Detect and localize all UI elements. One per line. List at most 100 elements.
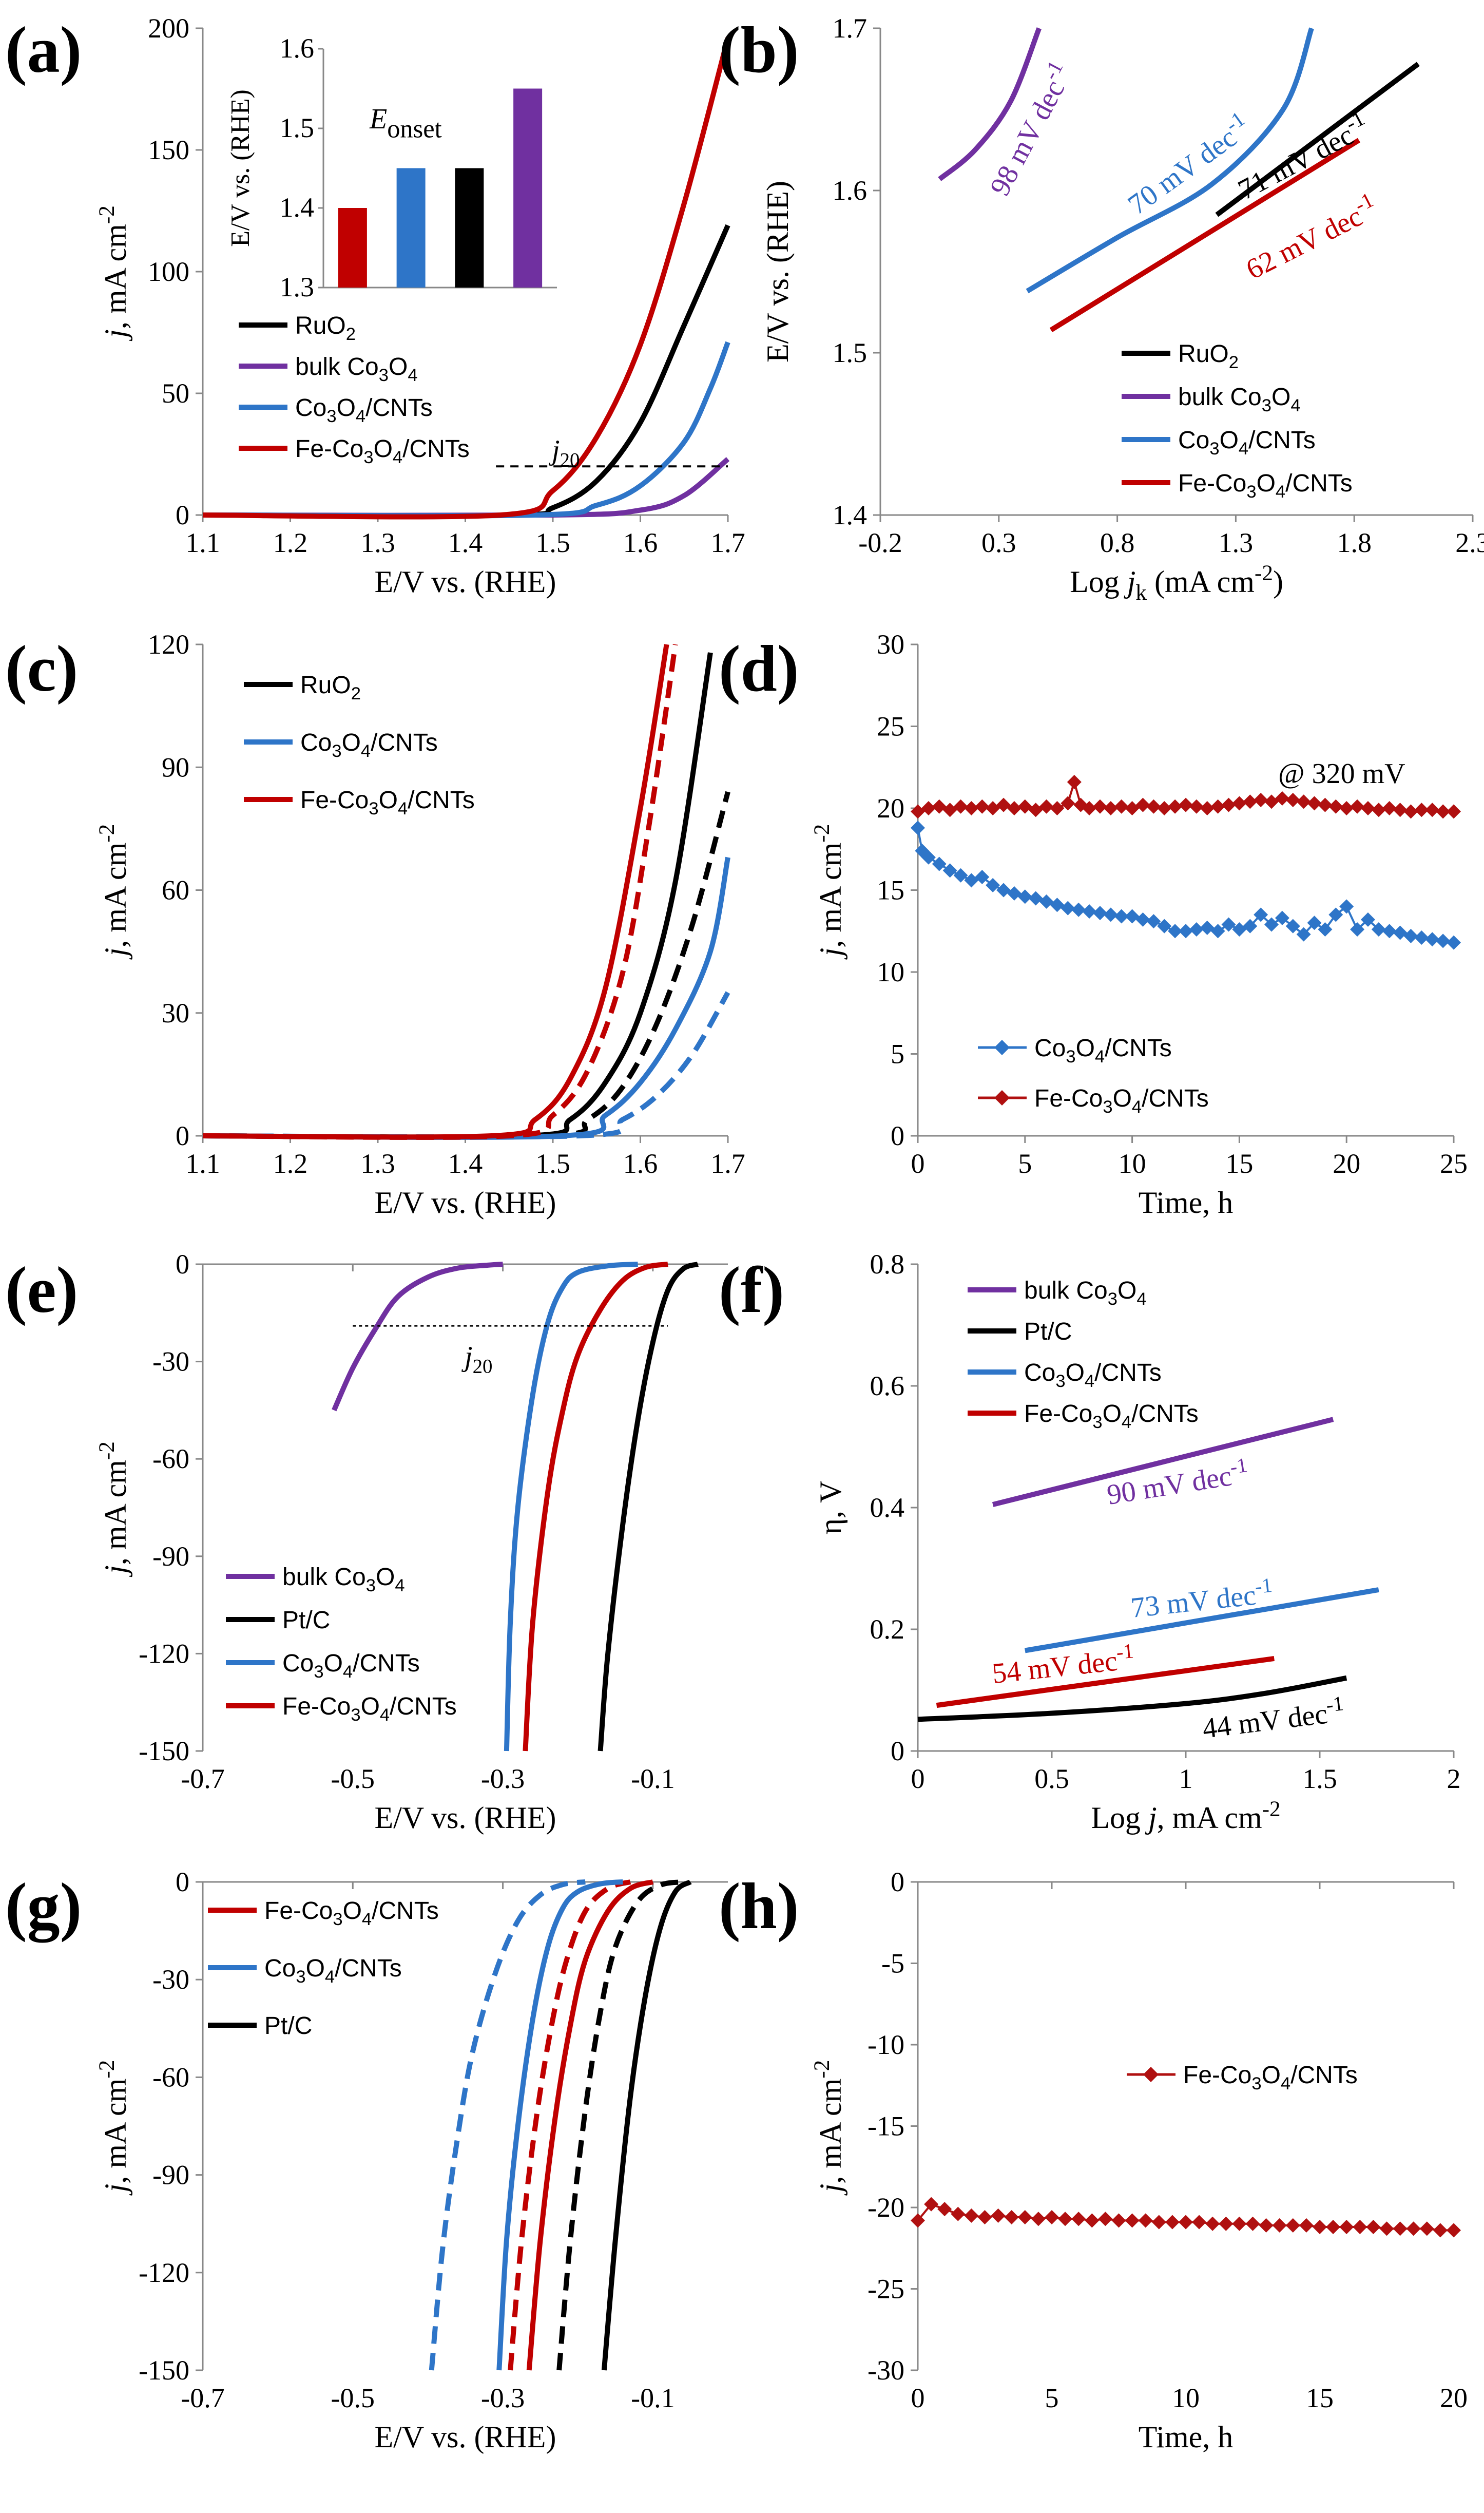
legend-label: Fe-Co3O4​/CNTs	[1183, 2062, 1358, 2093]
y-tick-label: 0	[891, 1867, 904, 1897]
x-axis-label: E/V vs. (RHE)	[375, 1801, 556, 1835]
x-tick-label: 20	[1333, 1148, 1360, 1179]
x-tick-label: -0.3	[481, 1763, 525, 1794]
data-point	[924, 2197, 939, 2212]
data-point	[1406, 2221, 1421, 2236]
y-tick-label: 10	[877, 957, 904, 987]
legend-label: Fe-Co3O4​/CNTs	[295, 435, 470, 467]
panel-label: (h)	[719, 1870, 799, 1943]
panel-label: (c)	[5, 632, 78, 705]
legend-label: Co3O4​/CNTs	[300, 729, 438, 761]
y-tick-label: -150	[139, 1736, 189, 1766]
data-point	[1447, 935, 1461, 950]
x-tick-label: -0.5	[331, 2383, 375, 2413]
data-point	[1254, 793, 1268, 808]
data-point	[1436, 804, 1451, 819]
data-point	[1366, 2220, 1381, 2235]
legend-label: Co3O4​/CNTs	[1024, 1359, 1162, 1391]
y-tick-label: -120	[139, 2257, 189, 2288]
series-line	[523, 1262, 668, 1752]
data-point	[1146, 799, 1161, 814]
series-line	[556, 1879, 684, 2371]
y-axis-label: j, mA cm-2​	[95, 824, 132, 960]
series-line	[202, 37, 730, 520]
data-point	[1111, 2213, 1126, 2228]
legend-label: Fe-Co3O4​/CNTs	[282, 1693, 457, 1725]
inset-bar-chart: 1.3 1.4 1.5 1.6 E/V vs. (RHE) Eonset​	[226, 33, 557, 302]
data-point	[1296, 927, 1311, 942]
y-axis-label: j, mA cm-2​	[95, 2060, 132, 2196]
data-point	[1210, 799, 1225, 814]
y-tick-label: 0	[176, 500, 189, 530]
data-point	[1165, 2215, 1180, 2230]
x-tick-label: 1.6	[623, 1148, 658, 1179]
panel-label: (g)	[5, 1870, 82, 1943]
y-tick-label: 60	[162, 875, 189, 906]
legend-label: Fe-Co3O4​/CNTs	[300, 787, 475, 818]
data-point	[1210, 924, 1225, 939]
inset-y-tick-label: 1.5	[280, 112, 315, 143]
data-point	[1071, 902, 1086, 917]
data-point	[1419, 2221, 1434, 2236]
x-tick-label: 0	[911, 1148, 925, 1179]
x-tick-label: 1.7	[710, 1148, 745, 1179]
x-tick-label: 2.3	[1455, 527, 1484, 558]
x-tick-label: 1.4	[448, 527, 483, 558]
data-point	[1425, 932, 1440, 947]
y-tick-label: -30	[152, 1964, 189, 1995]
j20-annotation: j20​	[549, 434, 580, 471]
data-point	[1360, 801, 1375, 815]
x-tick-label: 1.3	[360, 527, 395, 558]
legend-label: Fe-Co3O4​/CNTs	[1178, 470, 1353, 502]
data-point	[991, 2208, 1006, 2223]
data-point	[977, 2210, 992, 2225]
data-point	[1189, 922, 1204, 937]
y-tick-label: 200	[148, 13, 189, 44]
data-point	[1007, 886, 1022, 901]
data-point	[1157, 801, 1172, 815]
x-tick-label: 10	[1172, 2383, 1200, 2413]
x-tick-label: 10	[1119, 1148, 1146, 1179]
x-axis-label: E/V vs. (RHE)	[375, 565, 556, 599]
x-tick-label: 1.3	[1219, 527, 1254, 558]
y-tick-label: -30	[868, 2355, 904, 2386]
legend-marker	[994, 1040, 1010, 1055]
data-point	[1125, 801, 1140, 815]
data-point	[1189, 799, 1204, 814]
data-point	[1393, 925, 1408, 940]
legend-label: RuO2​	[1178, 340, 1239, 372]
legend-marker	[1143, 2067, 1159, 2082]
series-line	[992, 1417, 1334, 1507]
y-tick-label: 20	[877, 793, 904, 824]
panel-label: (d)	[719, 632, 799, 705]
data-point	[1114, 909, 1129, 924]
y-tick-label: -10	[868, 2029, 904, 2060]
x-tick-label: -0.1	[631, 2383, 674, 2413]
data-point	[1414, 930, 1429, 945]
data-point	[1299, 2218, 1314, 2233]
y-tick-label: -150	[139, 2355, 189, 2386]
data-point	[1168, 799, 1183, 814]
data-point	[1245, 2216, 1260, 2231]
x-tick-label: -0.5	[331, 1763, 375, 1794]
data-point	[1179, 924, 1193, 939]
series-line	[202, 791, 730, 1140]
data-point	[1050, 898, 1065, 912]
data-point	[921, 850, 936, 865]
legend-label: Fe-Co3O4​/CNTs	[1024, 1400, 1199, 1432]
series-line	[202, 457, 730, 518]
series-line	[496, 1879, 623, 2371]
x-tick-label: 5	[1018, 1148, 1032, 1179]
y-tick-label: 0.8	[870, 1249, 905, 1280]
series-line	[202, 991, 730, 1140]
y-axis-label: j, mA cm-2​	[95, 205, 132, 341]
legend-label: Fe-Co3O4​/CNTs	[1034, 1085, 1209, 1117]
data-point	[1103, 801, 1118, 815]
data-point	[1379, 2221, 1394, 2236]
data-point	[1219, 2216, 1234, 2231]
x-axis-label: E/V vs. (RHE)	[375, 2420, 556, 2454]
data-point	[1138, 2213, 1153, 2228]
panel-label: (b)	[719, 13, 799, 86]
data-point	[1085, 2213, 1100, 2228]
data-point	[1103, 907, 1118, 922]
